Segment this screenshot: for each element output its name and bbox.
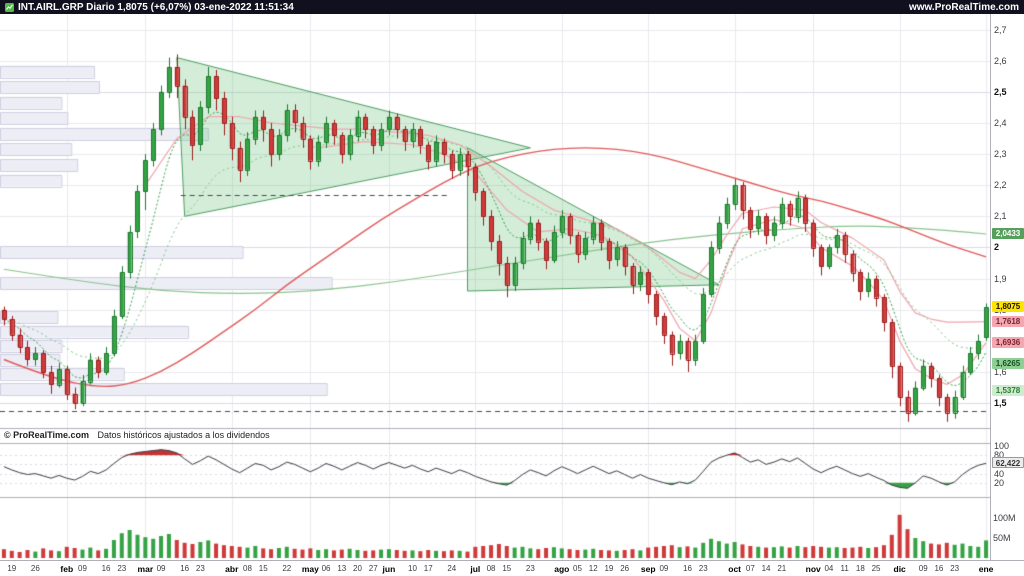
- copyright-brand: © ProRealTime.com: [4, 430, 89, 440]
- time-axis[interactable]: 19 26 feb 09 16 23 mar 09 16 23 abr 08 15 22 may 06 13 20…: [0, 560, 1024, 576]
- copyright-strip: © ProRealTime.com Datos históricos ajust…: [0, 428, 985, 443]
- x-axis-day-label: 23: [950, 564, 960, 573]
- x-axis-day-label: 26: [30, 564, 40, 573]
- x-axis-day-label: 17: [423, 564, 433, 573]
- x-axis-month-label: oct: [728, 564, 742, 574]
- website-link[interactable]: www.ProRealTime.com: [908, 1, 1019, 13]
- x-axis-day-label: 08: [243, 564, 252, 573]
- y-axis-label: 2,7: [994, 24, 1007, 35]
- oscillator-level-label: 80: [994, 450, 1005, 461]
- x-axis-day-label: 12: [588, 564, 598, 573]
- volume-scale-label: 50M: [993, 533, 1011, 543]
- x-axis-day-label: 16: [101, 564, 111, 573]
- x-axis-day-label: 16: [683, 564, 692, 573]
- x-axis-day-label: 15: [502, 564, 512, 573]
- x-axis-day-label: 16: [934, 564, 944, 573]
- x-axis-day-label: 23: [698, 564, 708, 573]
- price-axis[interactable]: 2,72,62,52,42,32,22,121,91,81,71,61,5100…: [990, 14, 1024, 560]
- indicator-price-tag: 1,6936: [992, 336, 1024, 348]
- x-axis-day-label: 05: [573, 564, 582, 573]
- x-axis-month-label: jun: [382, 564, 396, 574]
- oscillator-level-label: 20: [994, 477, 1005, 488]
- y-axis-label: 2,6: [994, 55, 1007, 66]
- indicator-price-tag: 2,0433: [992, 227, 1024, 239]
- x-axis-day-label: 06: [321, 564, 331, 573]
- x-axis-month-label: mar: [137, 564, 154, 574]
- oscillator-value-tag: 62,422: [992, 457, 1024, 469]
- x-axis-month-label: dic: [893, 564, 906, 574]
- x-axis-day-label: 23: [525, 564, 535, 573]
- volume-scale-label: 100M: [993, 513, 1016, 523]
- x-axis-day-label: 10: [408, 564, 417, 573]
- x-axis-month-label: nov: [805, 564, 821, 574]
- y-axis-label: 1,9: [994, 273, 1007, 284]
- y-axis-label: 2,1: [994, 211, 1007, 222]
- x-axis-day-label: 24: [447, 564, 457, 573]
- x-axis-day-label: 19: [7, 564, 17, 573]
- y-axis-label: 2,3: [994, 149, 1007, 160]
- x-axis-day-label: 27: [368, 564, 378, 573]
- indicator-price-tag: 1,7618: [992, 315, 1024, 327]
- x-axis-month-label: jul: [470, 564, 481, 574]
- x-axis-day-label: 09: [918, 564, 928, 573]
- x-axis-day-label: 25: [871, 564, 881, 573]
- x-axis-day-label: 08: [486, 564, 496, 573]
- x-axis-day-label: 07: [745, 564, 755, 573]
- oscillator-level-label: 40: [994, 468, 1005, 479]
- x-axis-day-label: 04: [824, 564, 834, 573]
- y-axis-label: 2,2: [994, 180, 1007, 191]
- y-axis-label: 1,5: [994, 398, 1007, 409]
- indicator-price-tag: 1,5378: [992, 385, 1024, 397]
- x-axis-month-label: feb: [60, 564, 74, 574]
- x-axis-day-label: 11: [840, 564, 849, 573]
- title-bar: INT.AIRL.GRP Diario 1,8075 (+6,07%) 03-e…: [0, 0, 1024, 14]
- x-axis-month-label: abr: [225, 564, 239, 574]
- y-axis-label: 2,5: [994, 86, 1007, 97]
- x-axis-day-label: 19: [604, 564, 614, 573]
- y-axis-label: 2: [994, 242, 1000, 253]
- x-axis-month-label: ago: [554, 564, 570, 574]
- x-axis-day-label: 26: [620, 564, 630, 573]
- x-axis-day-label: 20: [353, 564, 362, 573]
- x-axis-day-label: 22: [282, 564, 292, 573]
- copyright-note: Datos históricos ajustados a los dividen…: [97, 430, 270, 440]
- x-axis-day-label: 09: [78, 564, 87, 573]
- x-axis-day-label: 23: [195, 564, 205, 573]
- y-axis-label: 1,6: [994, 366, 1007, 377]
- x-axis-day-label: 15: [258, 564, 268, 573]
- x-axis-day-label: 14: [761, 564, 771, 573]
- indicator-price-tag: 1,6265: [992, 357, 1024, 369]
- prorealtime-logo-icon: [5, 2, 14, 12]
- x-axis-day-label: 21: [777, 564, 787, 573]
- x-axis-month-label: may: [301, 564, 319, 574]
- x-axis-day-label: 16: [180, 564, 190, 573]
- x-axis-day-label: 23: [117, 564, 127, 573]
- oscillator-level-label: 100: [994, 441, 1010, 451]
- x-axis-month-label: ene: [978, 564, 994, 574]
- x-axis-day-label: 18: [855, 564, 865, 573]
- x-axis-day-label: 13: [337, 564, 347, 573]
- x-axis-month-label: sep: [640, 564, 656, 574]
- x-axis-day-label: 09: [156, 564, 166, 573]
- y-axis-label: 2,4: [994, 117, 1007, 128]
- chart-title: INT.AIRL.GRP Diario 1,8075 (+6,07%) 03-e…: [18, 1, 294, 13]
- x-axis-day-label: 09: [659, 564, 669, 573]
- last-price-tag: 1,8075: [992, 301, 1024, 313]
- price-chart-canvas[interactable]: [0, 14, 990, 561]
